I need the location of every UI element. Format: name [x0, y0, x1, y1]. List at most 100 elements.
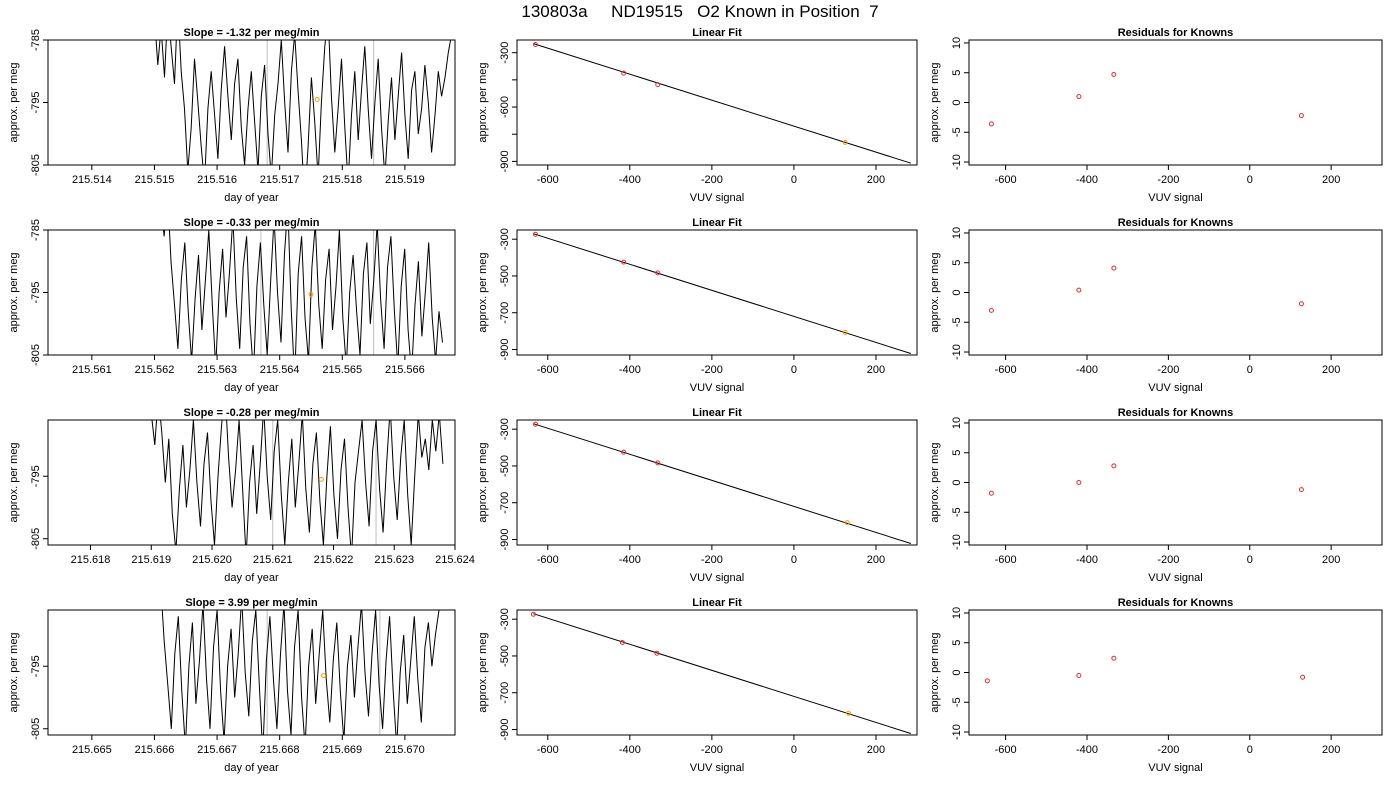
x-tick-label: 215.564: [260, 364, 300, 376]
x-tick-label: 215.562: [135, 364, 175, 376]
plot-area: [530, 611, 911, 735]
x-tick-label: -600: [537, 554, 559, 566]
known-point: [655, 270, 661, 276]
x-tick-label: 215.619: [131, 554, 171, 566]
y-axis-label: approx. per meg: [477, 632, 489, 712]
y-tick-label: 0: [951, 99, 963, 105]
x-axis-label: VUV signal: [690, 192, 744, 204]
signal-line: [155, 40, 452, 165]
panel-title: Residuals for Knowns: [1118, 597, 1234, 609]
x-tick-label: 215.665: [72, 744, 112, 756]
y-tick-label: -900: [499, 338, 511, 360]
x-tick-label: -400: [619, 364, 641, 376]
y-tick-label: -500: [499, 265, 511, 287]
x-axis-label: VUV signal: [690, 572, 744, 584]
y-tick-label: -795: [30, 91, 42, 113]
y-axis-label: approx. per meg: [929, 62, 941, 142]
plot-frame: [516, 39, 918, 166]
y-tick-label: 5: [951, 260, 963, 266]
known-point: [1076, 94, 1082, 100]
known-point: [1076, 480, 1082, 485]
y-tick-label: -805: [30, 344, 42, 366]
y-tick-label: 10: [951, 37, 963, 49]
y-axis-label: approx. per meg: [8, 632, 20, 712]
plot-area: [984, 655, 1306, 684]
y-tick-label: -5: [951, 697, 963, 707]
x-tick-label: 215.565: [322, 364, 362, 376]
plot-frame: [47, 609, 456, 736]
x-tick-label: 215.514: [72, 174, 112, 186]
x-tick-label: 215.516: [197, 174, 237, 186]
y-tick-label: -500: [499, 455, 511, 477]
y-tick-label: 0: [951, 479, 963, 485]
known-point: [988, 490, 994, 496]
x-axis-label: day of year: [224, 762, 279, 774]
x-tick-label: -600: [995, 744, 1017, 756]
x-tick-label: 200: [1322, 744, 1340, 756]
panel-title: Slope = -0.28 per meg/min: [183, 407, 319, 419]
known-point: [621, 70, 627, 76]
y-axis-label: approx. per meg: [477, 62, 489, 142]
y-tick-label: 10: [951, 227, 963, 239]
known-point: [532, 42, 538, 48]
y-tick-label: -500: [499, 645, 511, 667]
panel-title: Slope = 3.99 per meg/min: [185, 597, 318, 609]
x-tick-label: -200: [701, 174, 723, 186]
x-tick-label: 215.618: [71, 554, 111, 566]
y-axis-label: approx. per meg: [477, 442, 489, 522]
y-tick-label: -300: [499, 608, 511, 630]
x-axis-label: VUV signal: [1148, 572, 1202, 584]
y-tick-label: -5: [951, 127, 963, 137]
y-tick-label: 10: [951, 417, 963, 429]
y-tick-label: -900: [499, 718, 511, 740]
known-point: [532, 421, 538, 427]
y-tick-label: -785: [30, 219, 42, 241]
known-point: [1111, 265, 1117, 271]
plot-area: [532, 42, 911, 164]
y-tick-label: -785: [30, 29, 42, 51]
panel-2-1: Slope = -0.33 per meg/min day of year appr…: [8, 217, 456, 394]
x-tick-label: 0: [1247, 744, 1253, 756]
x-tick-label: -400: [1076, 364, 1098, 376]
y-tick-label: -10: [951, 534, 963, 550]
x-tick-label: -600: [537, 744, 559, 756]
panel-title: Slope = -1.32 per meg/min: [183, 27, 319, 39]
x-axis-label: VUV signal: [690, 762, 744, 774]
x-tick-label: 200: [867, 174, 885, 186]
y-tick-label: -10: [951, 344, 963, 360]
panel-title: Linear Fit: [692, 407, 742, 419]
fit-line: [533, 233, 911, 355]
y-axis-label: approx. per meg: [929, 252, 941, 332]
current-point: [842, 139, 848, 145]
x-tick-label: -600: [995, 554, 1017, 566]
y-tick-label: -900: [499, 528, 511, 550]
x-tick-label: 215.561: [72, 364, 112, 376]
x-tick-label: -400: [1076, 554, 1098, 566]
x-axis-label: day of year: [224, 192, 279, 204]
plot-area: [988, 265, 1304, 313]
panel-title: Linear Fit: [692, 597, 742, 609]
plot-area: [532, 421, 911, 545]
x-tick-label: -400: [619, 174, 641, 186]
panel-3-1: Slope = -0.28 per meg/min day of year appr…: [8, 407, 475, 584]
panel-1-3: Residuals for Knowns VUV signal approx. pe…: [929, 27, 1383, 204]
x-tick-label: 200: [1322, 364, 1340, 376]
x-axis-label: VUV signal: [690, 382, 744, 394]
current-point: [321, 673, 327, 679]
y-axis-label: approx. per meg: [929, 632, 941, 712]
x-tick-label: 0: [791, 554, 797, 566]
panel-title: Linear Fit: [692, 217, 742, 229]
x-tick-label: 215.622: [314, 554, 354, 566]
known-point: [532, 231, 538, 237]
known-point: [1076, 672, 1082, 678]
signal-line: [151, 420, 444, 545]
y-tick-label: -900: [499, 150, 511, 172]
known-point: [654, 650, 660, 656]
x-tick-label: 215.669: [322, 744, 362, 756]
current-point: [314, 96, 320, 102]
y-tick-label: -300: [499, 42, 511, 64]
x-tick-label: 0: [1247, 554, 1253, 566]
plot-frame: [516, 419, 918, 546]
x-tick-label: -600: [537, 364, 559, 376]
